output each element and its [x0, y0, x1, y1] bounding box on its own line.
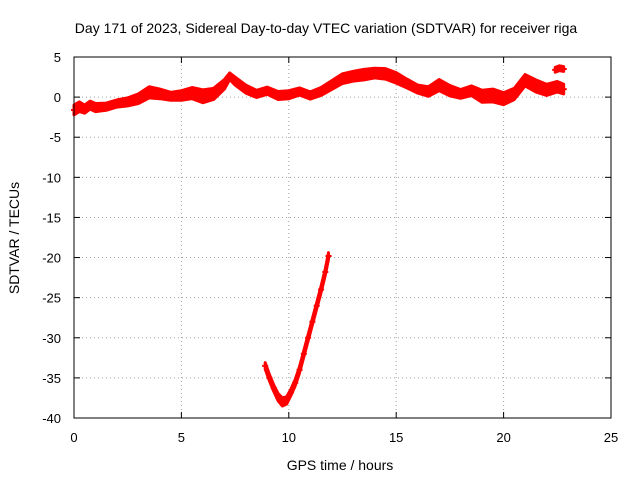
- data-point: [76, 103, 83, 110]
- data-point: [189, 90, 196, 97]
- y-tick-label: -20: [42, 251, 61, 266]
- series-1: [262, 251, 332, 408]
- data-point: [511, 90, 518, 97]
- data-point: [167, 93, 174, 100]
- grid-lines: [74, 57, 611, 418]
- data-point: [146, 89, 153, 96]
- data-point: [135, 95, 142, 102]
- data-point: [350, 73, 357, 80]
- data-point: [403, 80, 410, 87]
- x-tick-label: 20: [496, 430, 510, 445]
- data-point: [226, 73, 233, 80]
- y-tick-label: -35: [42, 371, 61, 386]
- x-axis-label: GPS time / hours: [287, 457, 394, 473]
- data-point: [264, 87, 271, 94]
- y-tick-label: -30: [42, 331, 61, 346]
- series-0: [71, 66, 567, 117]
- chart-title: Day 171 of 2023, Sidereal Day-to-day VTE…: [75, 20, 578, 36]
- plot-frame: [73, 56, 612, 419]
- data-point: [560, 66, 567, 73]
- data-point: [468, 87, 475, 94]
- data-point: [360, 71, 367, 78]
- data-point: [307, 92, 314, 99]
- data-point: [124, 98, 131, 105]
- data-point: [446, 87, 453, 94]
- y-tick-label: -40: [42, 411, 61, 426]
- data-point: [322, 268, 329, 275]
- x-tick-label: 15: [389, 430, 403, 445]
- x-tick-labels: 0 5 10 15 20 25: [70, 430, 618, 445]
- data-point: [296, 366, 303, 373]
- data-point: [554, 83, 561, 90]
- y-tick-labels: 5 0 -5 -10 -15 -20 -25 -30 -35 -40: [42, 50, 61, 426]
- data-point: [103, 103, 110, 110]
- x-tick-label: 10: [282, 430, 296, 445]
- data-point: [81, 106, 88, 113]
- data-point: [479, 93, 486, 100]
- data-point: [309, 318, 316, 325]
- data-point: [283, 397, 290, 404]
- data-point: [414, 86, 421, 93]
- data-point: [292, 379, 299, 386]
- y-tick-label: -15: [42, 210, 61, 225]
- data-point: [425, 88, 432, 95]
- x-tick-label: 5: [178, 430, 185, 445]
- data-point: [285, 91, 292, 98]
- series-2: [552, 64, 567, 74]
- data-point: [371, 70, 378, 77]
- data-point: [221, 81, 228, 88]
- data-point: [436, 82, 443, 89]
- data-point: [296, 88, 303, 95]
- data-point: [457, 90, 464, 97]
- axis-ticks: [73, 56, 612, 419]
- data-point: [300, 350, 307, 357]
- data-point: [178, 92, 185, 99]
- x-tick-label: 25: [604, 430, 618, 445]
- data-point: [318, 88, 325, 95]
- y-tick-label: 0: [54, 90, 61, 105]
- y-axis-label: SDTVAR / TECUs: [6, 182, 22, 294]
- data-point: [253, 90, 260, 97]
- y-tick-label: 5: [54, 50, 61, 65]
- data-point: [270, 385, 277, 392]
- data-point: [232, 78, 239, 85]
- data-point: [339, 75, 346, 82]
- data-point: [500, 95, 507, 102]
- data-point: [92, 104, 99, 111]
- data-point: [313, 302, 320, 309]
- data-point: [318, 286, 325, 293]
- data-point: [210, 90, 217, 97]
- data-point: [543, 86, 550, 93]
- data-point: [532, 82, 539, 89]
- y-tick-label: -10: [42, 170, 61, 185]
- y-tick-label: -5: [49, 130, 61, 145]
- data-point: [325, 252, 332, 259]
- data-point: [242, 86, 249, 93]
- data-point: [560, 86, 567, 93]
- data-point: [156, 90, 163, 97]
- data-point: [382, 70, 389, 77]
- data-point: [113, 100, 120, 107]
- data-point: [328, 82, 335, 89]
- data-point: [393, 74, 400, 81]
- data-point: [522, 77, 529, 84]
- data-point: [275, 394, 282, 401]
- series-band: [263, 251, 330, 408]
- data-point: [87, 102, 94, 109]
- data-point: [266, 374, 273, 381]
- y-tick-label: -25: [42, 291, 61, 306]
- data-point: [279, 398, 286, 405]
- data-point: [199, 93, 206, 100]
- data-point: [489, 92, 496, 99]
- data-point: [262, 362, 269, 369]
- data-series: [71, 64, 567, 408]
- x-tick-label: 0: [70, 430, 77, 445]
- data-point: [275, 92, 282, 99]
- data-point: [552, 66, 559, 73]
- data-point: [287, 389, 294, 396]
- data-point: [305, 334, 312, 341]
